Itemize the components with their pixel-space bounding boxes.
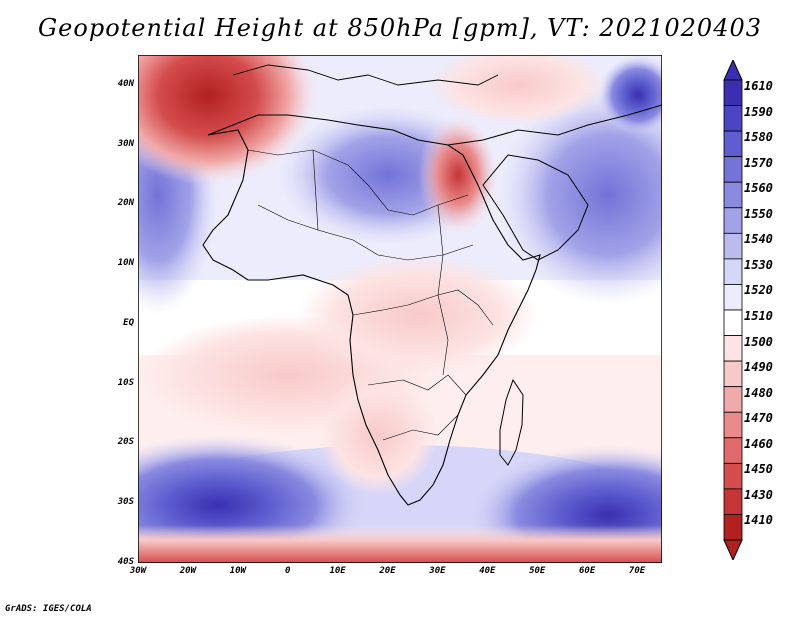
x-tick-label: 30W bbox=[129, 566, 147, 576]
colorbar-label: 1520 bbox=[744, 283, 773, 298]
x-tick-label: 0 bbox=[284, 566, 291, 576]
y-tick-label: 30S bbox=[117, 497, 134, 508]
colorbar-label: 1490 bbox=[744, 360, 773, 375]
y-tick-label: 30N bbox=[117, 138, 134, 149]
y-tick-label: EQ bbox=[123, 317, 134, 328]
x-tick-label: 30E bbox=[429, 566, 446, 576]
colorbar-swatch bbox=[723, 207, 743, 234]
colorbar-swatch bbox=[723, 462, 743, 490]
colorbar bbox=[723, 60, 743, 560]
colorbar-label: 1470 bbox=[744, 411, 773, 426]
y-tick-label: 10S bbox=[117, 377, 134, 388]
x-tick-label: 70E bbox=[628, 566, 646, 576]
colorbar-swatch bbox=[723, 488, 743, 515]
colorbar-label: 1540 bbox=[744, 232, 773, 247]
colorbar-swatch bbox=[723, 309, 743, 336]
x-tick-label: 10W bbox=[229, 566, 246, 576]
colorbar-label: 1510 bbox=[744, 309, 773, 323]
colorbar-label: 1560 bbox=[744, 181, 773, 196]
chart-title: Geopotential Height at 850hPa [gpm], VT:… bbox=[38, 14, 762, 42]
colorbar-top-arrow bbox=[723, 60, 743, 81]
colorbar-label: 1610 bbox=[744, 79, 773, 93]
y-tick-label: 20S bbox=[117, 437, 134, 448]
colorbar-swatch bbox=[723, 232, 743, 260]
height-map bbox=[138, 55, 662, 563]
colorbar-label: 1580 bbox=[744, 130, 773, 145]
colorbar-swatch bbox=[723, 130, 743, 158]
x-tick-label: 20W bbox=[179, 566, 197, 576]
y-tick-label: 40N bbox=[117, 78, 134, 89]
colorbar-swatch bbox=[723, 79, 743, 106]
y-tick-label: 40S bbox=[117, 557, 134, 567]
colorbar-swatch bbox=[723, 284, 743, 311]
colorbar-label: 1430 bbox=[744, 487, 773, 502]
colorbar-label: 1550 bbox=[744, 206, 773, 221]
colorbar-label: 1460 bbox=[744, 436, 773, 451]
x-tick-label: 50E bbox=[529, 566, 546, 576]
y-tick-label: 10N bbox=[117, 258, 134, 269]
colorbar-label: 1570 bbox=[744, 155, 773, 170]
x-tick-label: 10E bbox=[329, 566, 346, 576]
colorbar-swatch bbox=[723, 258, 743, 285]
colorbar-label: 1530 bbox=[744, 257, 773, 272]
colorbar-label: 1590 bbox=[744, 104, 773, 119]
colorbar-label: 1480 bbox=[744, 385, 773, 400]
credit-label: GrADS: IGES/COLA bbox=[5, 604, 92, 614]
colorbar-swatch bbox=[723, 514, 743, 541]
colorbar-swatch bbox=[723, 181, 743, 209]
x-tick-label: 40E bbox=[479, 566, 496, 576]
colorbar-swatch bbox=[723, 360, 743, 388]
x-tick-label: 60E bbox=[579, 566, 596, 576]
colorbar-swatch bbox=[723, 437, 743, 464]
colorbar-label: 1450 bbox=[744, 462, 773, 477]
colorbar-swatch bbox=[723, 335, 743, 362]
colorbar-swatch bbox=[723, 156, 743, 183]
x-tick-label: 20E bbox=[379, 566, 396, 576]
colorbar-swatch bbox=[723, 411, 743, 439]
colorbar-swatch bbox=[723, 386, 743, 413]
colorbar-swatch bbox=[723, 105, 743, 132]
y-tick-label: 20N bbox=[117, 198, 134, 209]
colorbar-label: 1500 bbox=[744, 334, 773, 349]
colorbar-label: 1410 bbox=[744, 513, 773, 528]
colorbar-bottom-arrow bbox=[723, 539, 743, 560]
